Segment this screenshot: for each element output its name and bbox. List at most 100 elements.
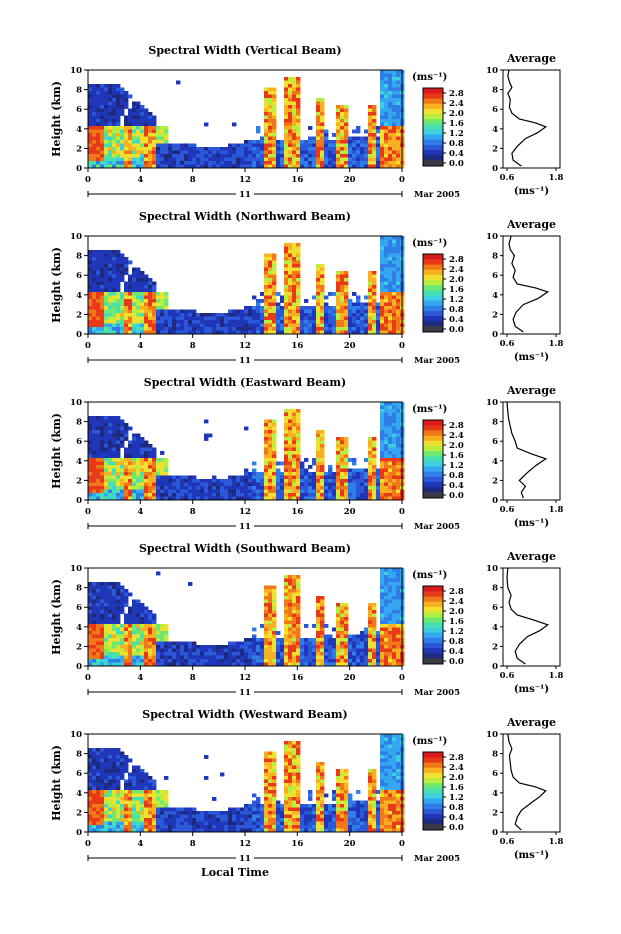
heatmap-cell <box>384 133 388 137</box>
heatmap-cell <box>264 624 268 628</box>
heatmap-cell <box>140 303 144 307</box>
heatmap-cell <box>376 313 380 317</box>
heatmap-cell <box>344 105 348 109</box>
heatmap-cell <box>116 420 120 424</box>
heatmap-cell <box>236 317 240 321</box>
heatmap-cell <box>264 140 268 144</box>
y-tick-label: 2 <box>76 476 82 486</box>
heatmap-cell <box>284 479 288 483</box>
heatmap-cell <box>392 112 396 116</box>
heatmap-cell <box>288 261 292 265</box>
heatmap-cell <box>104 631 108 635</box>
heatmap-cell <box>248 324 252 328</box>
heatmap-cell <box>376 645 380 649</box>
heatmap-cell <box>388 275 392 279</box>
heatmap-cell <box>376 327 380 331</box>
heatmap-cell <box>140 638 144 642</box>
heatmap-cell <box>104 84 108 88</box>
heatmap-cell <box>144 642 148 646</box>
x-tick-label: 16 <box>291 175 303 185</box>
y-tick-label: 2 <box>76 642 82 652</box>
heatmap-cell <box>284 448 288 452</box>
heatmap-cell <box>92 130 96 134</box>
heatmap-cell <box>188 476 192 480</box>
heatmap-cell <box>368 313 372 317</box>
heatmap-cell <box>396 444 400 448</box>
heatmap-cell <box>372 642 376 646</box>
heatmap-cell <box>292 416 296 420</box>
heatmap-cell <box>268 490 272 494</box>
heatmap-cell <box>292 458 296 462</box>
heatmap-cell <box>120 91 124 95</box>
heatmap-cell <box>120 95 124 99</box>
heatmap-cell <box>132 486 136 490</box>
heatmap-cell <box>104 596 108 600</box>
heatmap-cell <box>264 137 268 141</box>
heatmap-cell <box>340 617 344 621</box>
heatmap-cell <box>108 292 112 296</box>
heatmap-cell <box>392 292 396 296</box>
heatmap-cell <box>360 147 364 151</box>
heatmap-cell <box>144 285 148 289</box>
heatmap-cell <box>184 656 188 660</box>
colorbar-tick-label: 0.0 <box>449 159 464 169</box>
heatmap-cell <box>292 254 296 258</box>
average-x-tick-label: 0.6 <box>500 173 515 183</box>
heatmap-cell <box>144 310 148 314</box>
heatmap-cell <box>388 296 392 300</box>
heatmap-cell <box>348 303 352 307</box>
heatmap-cell <box>132 105 136 109</box>
heatmap-cell <box>364 154 368 158</box>
heatmap-cell <box>284 469 288 473</box>
heatmap-cell <box>392 624 396 628</box>
heatmap-cell <box>352 313 356 317</box>
heatmap-cell <box>356 638 360 642</box>
heatmap-cell <box>316 320 320 324</box>
colorbar-segment <box>423 155 443 160</box>
heatmap-cell <box>252 140 256 144</box>
heatmap-cell <box>272 638 276 642</box>
heatmap-cell <box>212 476 216 480</box>
heatmap-cell <box>128 659 132 663</box>
heatmap-cell <box>292 313 296 317</box>
colorbar-segment <box>423 471 443 476</box>
heatmap-cell <box>280 151 284 155</box>
heatmap-cell <box>380 645 384 649</box>
heatmap-cell <box>364 324 368 328</box>
heatmap-cell <box>388 617 392 621</box>
heatmap-cell <box>284 102 288 106</box>
heatmap-cell <box>268 448 272 452</box>
heatmap-cell <box>196 327 200 331</box>
heatmap-cell <box>392 430 396 434</box>
heatmap-cell <box>108 423 112 427</box>
heatmap-cell <box>120 638 124 642</box>
heatmap-cell <box>388 303 392 307</box>
heatmap-cell <box>320 264 324 268</box>
heatmap-cell <box>252 479 256 483</box>
heatmap-cell <box>372 638 376 642</box>
heatmap-cell <box>320 476 324 480</box>
heatmap-cell <box>304 476 308 480</box>
heatmap-cell <box>348 493 352 497</box>
heatmap-cell <box>264 112 268 116</box>
heatmap-cell <box>272 486 276 490</box>
heatmap-cell <box>244 638 248 642</box>
heatmap-cell <box>260 645 264 649</box>
heatmap-cell <box>124 642 128 646</box>
heatmap-cell <box>284 88 288 92</box>
heatmap-cell <box>384 579 388 583</box>
heatmap-cell <box>148 161 152 165</box>
heatmap-cell <box>324 317 328 321</box>
heatmap-cell <box>152 140 156 144</box>
heatmap-cell <box>320 621 324 625</box>
heatmap-cell <box>132 483 136 487</box>
heatmap-cell <box>112 264 116 268</box>
heatmap-cell <box>112 310 116 314</box>
heatmap-cell <box>92 133 96 137</box>
heatmap-cell <box>116 271 120 275</box>
heatmap-cell <box>156 144 160 148</box>
heatmap-cell <box>144 659 148 663</box>
heatmap-cell <box>208 317 212 321</box>
heatmap-cell <box>288 628 292 632</box>
heatmap-cell <box>340 631 344 635</box>
